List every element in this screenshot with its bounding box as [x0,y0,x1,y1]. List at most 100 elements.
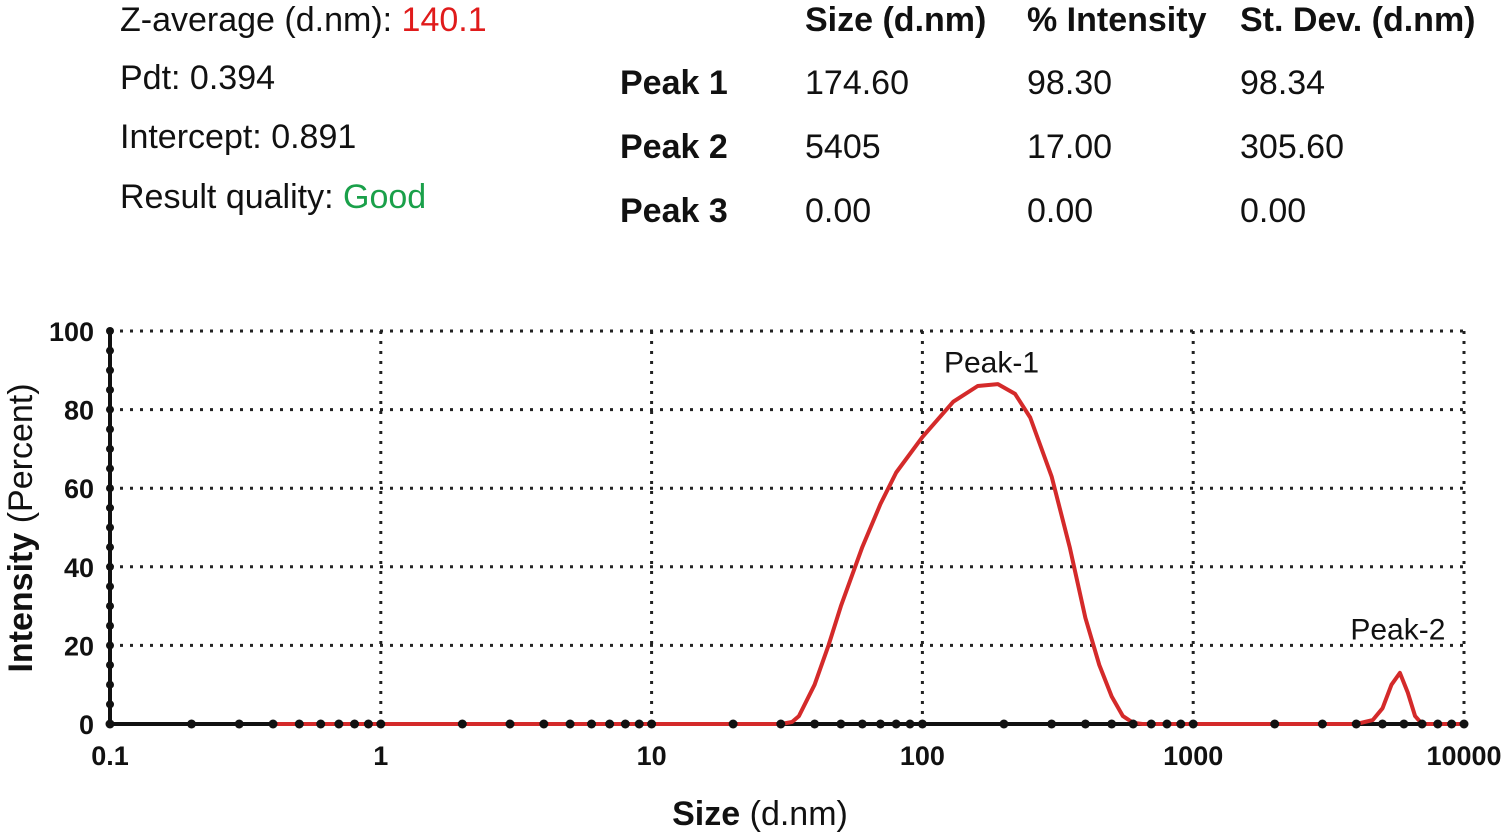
intensity-curve [273,382,1464,726]
baseline-marker [505,719,515,729]
y-axis-marker [106,543,114,552]
grid [110,329,1466,724]
baseline-marker [1377,719,1387,729]
y-axis-title-units: (Percent) [2,383,40,532]
baseline-marker [1162,719,1172,729]
y-axis-title: Intensity (Percent) [2,383,40,672]
z-average-label: Z-average (d.nm): [120,1,402,39]
baseline-marker [539,719,549,729]
baseline-marker [1080,719,1090,729]
x-axis-title-units: (d.nm) [740,795,848,833]
peak-2-stdev: 305.60 [1240,128,1344,166]
baseline-marker [316,719,326,729]
baseline-marker [1399,719,1409,729]
y-axis-marker [106,385,114,394]
baseline-marker [728,719,738,729]
y-axis-marker [106,602,114,611]
peak-annotation-1: Peak-1 [944,346,1039,379]
baseline-marker [187,719,197,729]
intercept-line: Intercept: 0.891 [120,118,357,156]
baseline-marker [1188,719,1198,729]
z-average-value: 140.1 [401,1,487,39]
y-axis-marker [106,366,114,375]
peak-3-label: Peak 3 [620,192,728,230]
y-axis-marker [106,700,114,709]
x-tick-label-0.1: 0.1 [91,741,129,771]
peak-1-stdev: 98.34 [1240,64,1326,102]
peak-3-stdev: 0.00 [1240,192,1307,230]
y-axis-marker [106,680,114,689]
baseline-marker [1351,719,1361,729]
y-tick-label-60: 60 [64,474,94,504]
peak-1-label: Peak 1 [620,64,728,102]
baseline-marker [905,719,915,729]
x-tick-label-1: 1 [373,741,388,771]
header-stdev: St. Dev. (d.nm) [1240,1,1476,39]
y-tick-label-40: 40 [64,553,94,583]
peak-2-intensity: 17.00 [1027,128,1113,166]
x-tick-label-10: 10 [637,741,667,771]
baseline-marker [294,719,304,729]
baseline-marker [776,719,786,729]
y-axis-marker [106,503,114,512]
axes [106,327,1464,728]
y-axis-title-bold: Intensity [2,533,40,673]
baseline-marker [891,719,901,729]
pdi-line: Pdt: 0.394 [120,59,276,97]
x-tick-label-100: 100 [900,741,945,771]
peak-3-size: 0.00 [805,192,872,230]
y-tick-label-80: 80 [64,396,94,426]
baseline-marker [1047,719,1057,729]
series [105,382,1469,729]
x-axis-title-bold: Size [672,795,740,833]
result-quality-line: Result quality: Good [120,177,426,217]
peak-3-intensity: 0.00 [1027,192,1094,230]
baseline-marker [917,719,927,729]
baseline-marker [105,719,115,729]
baseline-marker [565,719,575,729]
y-axis-marker [106,405,114,414]
baseline-marker [587,719,597,729]
result-quality-value: Good [343,178,427,216]
y-tick-label-20: 20 [64,631,94,661]
result-quality-label: Result quality: [120,178,343,216]
baseline-marker [457,719,467,729]
baseline-marker [620,719,630,729]
baseline-marker [1447,719,1457,729]
baseline-marker [1146,719,1156,729]
y-axis-marker [106,464,114,473]
header-intensity: % Intensity [1027,1,1207,39]
y-axis-marker [106,425,114,434]
baseline-marker [857,719,867,729]
baseline-marker [999,719,1009,729]
baseline-marker [647,719,657,729]
peak-annotation-2: Peak-2 [1350,614,1445,647]
y-axis-marker [106,582,114,591]
y-axis-marker [106,621,114,630]
x-tick-label-1000: 1000 [1163,741,1223,771]
baseline-marker [1433,719,1443,729]
baseline-marker [350,719,360,729]
baseline-marker [1417,719,1427,729]
baseline-marker [810,719,820,729]
baseline-marker [1317,719,1327,729]
y-axis-marker [106,523,114,532]
y-axis-marker [106,484,114,493]
baseline-marker [376,719,386,729]
baseline-marker [1107,719,1117,729]
baseline-marker [1270,719,1280,729]
peak-1-intensity: 98.30 [1027,64,1113,102]
baseline-marker [1176,719,1186,729]
baseline-marker [605,719,615,729]
baseline-marker [363,719,373,729]
baseline-marker [234,719,244,729]
baseline-marker [1128,719,1138,729]
z-average-line: Z-average (d.nm): 140.1 [120,0,487,40]
peak-2-size: 5405 [805,128,881,166]
baseline-marker [1459,719,1469,729]
labels: 0.1 1 10 100 1000 10000 0 20 40 60 80 100 Size (d.nm… [2,317,1501,833]
baseline-marker [634,719,644,729]
header-size: Size (d.nm) [805,1,987,39]
x-tick-label-10000: 10000 [1426,741,1501,771]
